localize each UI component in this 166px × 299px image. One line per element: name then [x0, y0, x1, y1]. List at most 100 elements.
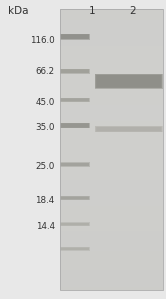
- Bar: [61, 99, 89, 101]
- Text: 45.0: 45.0: [35, 98, 55, 107]
- Bar: [60, 282, 163, 284]
- Bar: [60, 34, 163, 37]
- Bar: [60, 74, 163, 77]
- Bar: [60, 251, 163, 254]
- Bar: [61, 70, 89, 73]
- Bar: [60, 9, 163, 12]
- Text: 35.0: 35.0: [35, 123, 55, 132]
- Bar: [60, 124, 163, 127]
- Bar: [60, 37, 163, 40]
- Bar: [60, 248, 89, 250]
- Bar: [60, 231, 163, 234]
- Bar: [96, 127, 161, 131]
- Bar: [96, 75, 162, 88]
- Bar: [97, 127, 161, 131]
- Bar: [60, 105, 163, 107]
- Bar: [60, 208, 163, 211]
- Bar: [60, 135, 163, 138]
- Bar: [97, 75, 161, 87]
- Bar: [60, 256, 163, 259]
- Bar: [60, 200, 163, 203]
- Bar: [60, 91, 163, 93]
- Bar: [60, 99, 163, 102]
- Bar: [60, 163, 89, 166]
- Bar: [60, 98, 89, 102]
- Bar: [60, 62, 163, 65]
- Bar: [61, 35, 89, 39]
- Bar: [60, 214, 163, 217]
- Bar: [60, 127, 163, 130]
- Bar: [60, 206, 163, 208]
- Text: 2: 2: [129, 6, 136, 16]
- Bar: [61, 248, 89, 250]
- Bar: [96, 127, 162, 132]
- Bar: [60, 88, 163, 91]
- Bar: [60, 262, 163, 265]
- Bar: [60, 69, 90, 74]
- Bar: [60, 133, 163, 135]
- Bar: [60, 284, 163, 287]
- Bar: [60, 273, 163, 276]
- Bar: [60, 147, 163, 150]
- Bar: [60, 189, 163, 192]
- Bar: [60, 166, 163, 169]
- Bar: [60, 96, 163, 99]
- Bar: [60, 217, 163, 220]
- Bar: [60, 155, 163, 158]
- Bar: [60, 65, 163, 68]
- Bar: [60, 242, 163, 245]
- Bar: [60, 247, 89, 250]
- Bar: [60, 196, 89, 200]
- Bar: [60, 31, 163, 34]
- Bar: [60, 222, 163, 225]
- Bar: [60, 9, 163, 290]
- Bar: [60, 20, 163, 23]
- Bar: [60, 113, 163, 116]
- Bar: [60, 223, 89, 225]
- Bar: [60, 138, 163, 141]
- Bar: [61, 223, 89, 225]
- Bar: [60, 43, 163, 45]
- Bar: [60, 69, 89, 73]
- Bar: [60, 180, 163, 183]
- Bar: [60, 107, 163, 110]
- Bar: [60, 85, 163, 88]
- Bar: [60, 23, 163, 26]
- Bar: [60, 237, 163, 239]
- Bar: [60, 15, 163, 17]
- Bar: [60, 123, 90, 128]
- Bar: [60, 183, 163, 186]
- Bar: [61, 124, 89, 127]
- Bar: [60, 228, 163, 231]
- Bar: [60, 60, 163, 62]
- Bar: [60, 26, 163, 29]
- Bar: [60, 276, 163, 279]
- Text: kDa: kDa: [8, 6, 29, 16]
- Bar: [95, 126, 163, 132]
- Bar: [60, 144, 163, 147]
- Bar: [60, 287, 163, 290]
- Bar: [60, 68, 163, 71]
- Bar: [60, 71, 163, 74]
- Bar: [60, 265, 163, 268]
- Bar: [60, 222, 90, 226]
- Bar: [61, 197, 89, 199]
- Bar: [95, 74, 162, 88]
- Bar: [60, 98, 90, 102]
- Bar: [60, 162, 90, 167]
- Bar: [60, 225, 163, 228]
- Bar: [60, 152, 163, 155]
- Bar: [95, 74, 163, 89]
- Bar: [60, 268, 163, 270]
- Bar: [60, 69, 89, 73]
- Bar: [60, 178, 163, 180]
- Bar: [60, 247, 90, 251]
- Text: 1: 1: [89, 6, 95, 16]
- Bar: [60, 102, 163, 105]
- Bar: [60, 98, 89, 101]
- Bar: [60, 270, 163, 273]
- Bar: [60, 17, 163, 20]
- Bar: [60, 110, 163, 113]
- Bar: [61, 163, 89, 166]
- Bar: [60, 248, 163, 251]
